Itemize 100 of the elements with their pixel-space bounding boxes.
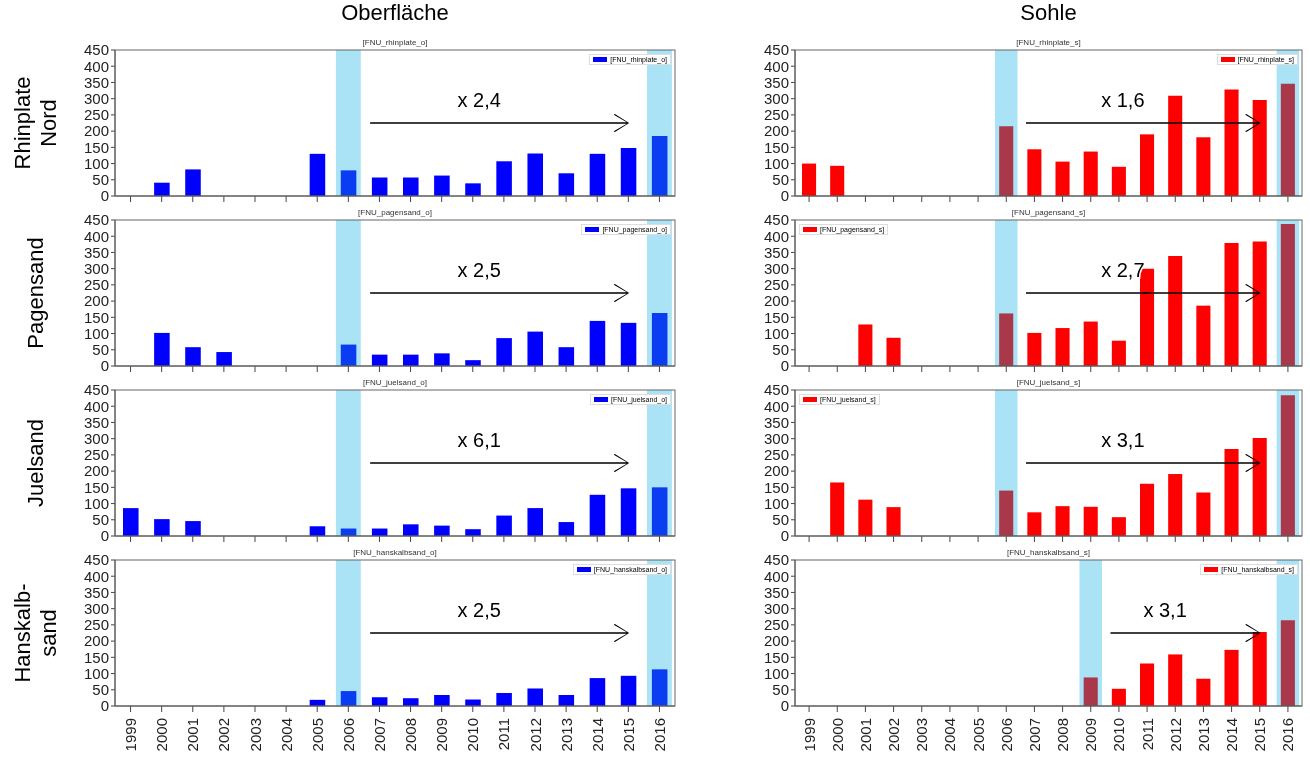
bar: [1140, 663, 1155, 706]
y-tick-label: 50: [772, 171, 789, 189]
y-tick-label: 400: [83, 567, 109, 585]
bar: [1027, 149, 1042, 196]
y-tick-label: 50: [92, 171, 109, 189]
x-tick-label: 1999: [800, 718, 818, 752]
bar: [496, 693, 512, 706]
bar: [1055, 328, 1070, 366]
y-tick-label: 400: [83, 227, 109, 245]
x-tick-label: 2010: [464, 718, 482, 752]
x-tick-label: 2001: [856, 718, 874, 752]
bar: [527, 508, 543, 536]
y-tick-label: 100: [763, 664, 789, 682]
bar: [496, 161, 512, 196]
y-tick-label: 400: [83, 57, 109, 75]
x-tick-label: 2012: [526, 718, 544, 752]
bar: [999, 126, 1014, 196]
y-tick-label: 150: [763, 138, 789, 156]
bar: [558, 173, 575, 196]
y-tick-label: 350: [763, 583, 789, 601]
bar: [620, 147, 637, 196]
chart-title: [FNU_rhinplate_o]: [362, 38, 428, 47]
y-tick-label: 200: [83, 122, 109, 140]
bar: [527, 688, 543, 706]
x-tick-label: 2005: [308, 718, 326, 752]
x-tick-label: 2003: [246, 718, 264, 752]
x-tick-label: 2016: [1279, 718, 1297, 752]
y-tick-label: 200: [763, 462, 789, 480]
chart-title: [FNU_pagensand_o]: [358, 208, 432, 217]
y-tick-label: 250: [83, 276, 109, 294]
bar: [154, 182, 170, 196]
x-tick-label: 2005: [969, 718, 987, 752]
bar: [434, 694, 450, 706]
x-tick-label: 2004: [941, 718, 959, 752]
y-tick-label: 200: [763, 292, 789, 310]
x-tick-label: 2015: [619, 718, 637, 752]
y-axis-title: Juelsand: [23, 418, 48, 508]
bar: [651, 669, 668, 706]
y-tick-label: 450: [83, 381, 109, 399]
y-tick-label: 50: [772, 511, 789, 529]
chart-title: [FNU_pagensand_s]: [1011, 208, 1086, 217]
bar: [403, 524, 419, 536]
bar: [340, 170, 357, 196]
y-tick-label: 450: [763, 551, 789, 569]
bar: [465, 529, 481, 536]
y-tick-label: 400: [763, 397, 789, 415]
y-tick-label: 350: [763, 413, 789, 431]
bar: [1140, 483, 1155, 536]
y-tick-label: 0: [100, 357, 109, 375]
y-tick-label: 0: [100, 187, 109, 205]
annotation: x 3,1: [1101, 429, 1145, 451]
x-tick-label: 2015: [1251, 718, 1269, 752]
bar: [858, 324, 873, 366]
bar: [830, 482, 845, 536]
y-tick-label: 150: [83, 648, 109, 666]
bar: [185, 521, 201, 536]
bar: [403, 354, 419, 366]
x-tick-label: 2007: [370, 718, 388, 752]
bar: [620, 488, 637, 536]
y-tick-label: 150: [83, 308, 109, 326]
bar: [830, 165, 845, 196]
text: Oberfläche: [340, 0, 450, 26]
bar: [886, 337, 901, 366]
bar: [1111, 340, 1126, 366]
y-tick-label: 50: [772, 681, 789, 699]
y-tick-label: 150: [83, 138, 109, 156]
x-tick-label: 2000: [828, 718, 846, 752]
y-tick-label: 300: [83, 429, 109, 447]
y-tick-label: 400: [763, 57, 789, 75]
bar: [558, 347, 575, 366]
bar: [1252, 438, 1267, 536]
bar: [1224, 243, 1239, 366]
y-tick-label: 100: [763, 324, 789, 342]
x-tick-label: 2008: [402, 718, 420, 752]
y-tick-label: 350: [763, 243, 789, 261]
bar: [465, 183, 481, 196]
bar: [858, 499, 873, 536]
x-tick-label: 2013: [557, 718, 575, 752]
bar: [434, 353, 450, 366]
y-tick-label: 50: [92, 681, 109, 699]
x-tick-label: 2010: [1110, 718, 1128, 752]
bar: [999, 313, 1014, 366]
x-tick-label: 2003: [913, 718, 931, 752]
bar: [1055, 506, 1070, 536]
y-tick-label: 200: [83, 632, 109, 650]
bar: [1083, 151, 1098, 196]
y-tick-label: 300: [763, 89, 789, 107]
y-tick-label: 200: [763, 632, 789, 650]
bar: [651, 313, 668, 366]
y-tick-label: 300: [763, 259, 789, 277]
x-tick-label: 2001: [184, 718, 202, 752]
x-tick-label: 2006: [997, 718, 1015, 752]
bar: [589, 494, 606, 536]
y-tick-label: 200: [763, 122, 789, 140]
bar: [886, 507, 901, 536]
bar: [185, 347, 201, 366]
bar: [185, 169, 201, 196]
y-tick-label: 300: [763, 429, 789, 447]
bar: [1252, 241, 1267, 366]
bar: [999, 490, 1014, 536]
